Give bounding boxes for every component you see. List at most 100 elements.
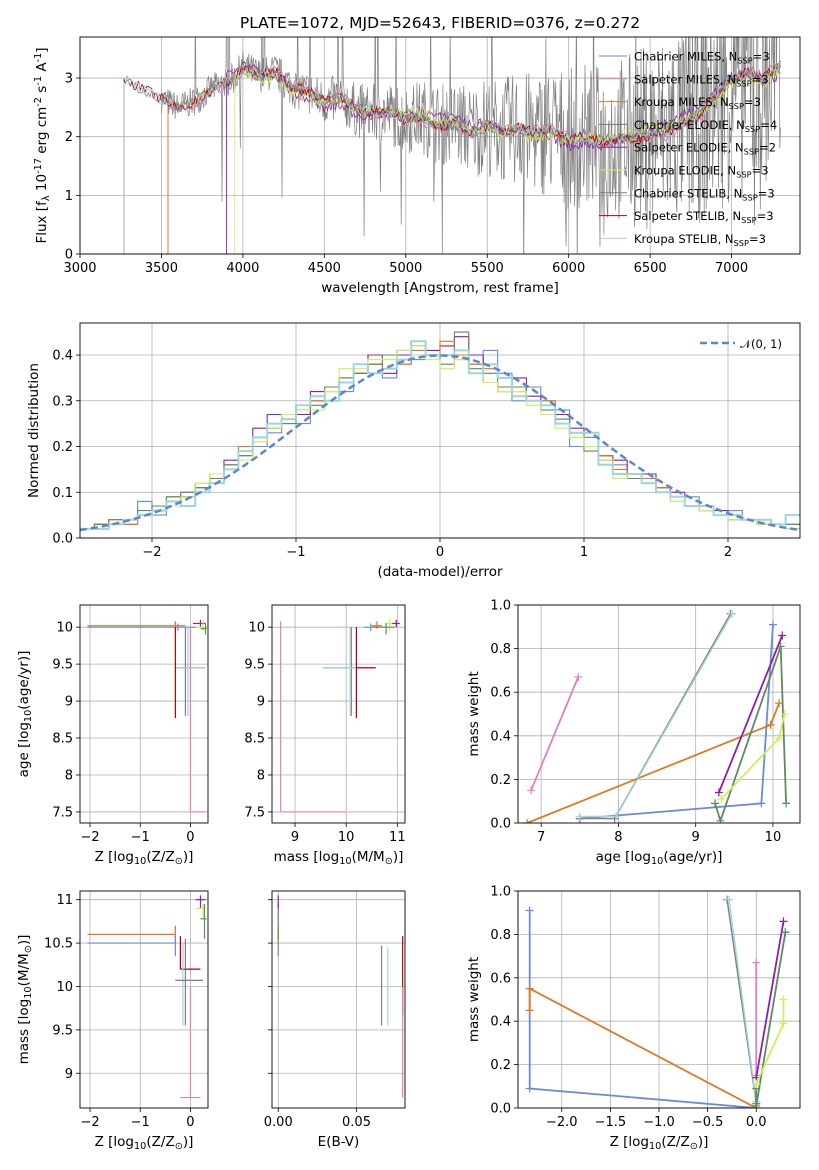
legend-label-chabrier_miles: Chabrier MILES, NSSP=3 (634, 50, 770, 66)
x-tick-label: 5000 (389, 261, 422, 276)
x-tick-label: 6500 (634, 261, 667, 276)
y-tick-label: 9 (257, 695, 265, 710)
mass_vs_Z-panel: −2 −1 0 9 9.5 10 10.5 11 Z [log10(Z/Z⊙)] mass [lo… (16, 890, 209, 1152)
axes-frame (517, 604, 801, 824)
legend-label-kroupa_miles: Kroupa MILES, NSSP=3 (634, 95, 761, 111)
x-tick-label: 0 (186, 830, 194, 845)
y-axis-label: age [log10(age/yr)] (16, 651, 34, 778)
errorbar-chabrier_elodie (200, 623, 207, 635)
x-axis-label: wavelength [Angstrom, rest frame] (321, 280, 559, 296)
weight-line-chabrier_miles (528, 910, 757, 1108)
weight_vs_age-panel: 7 8 9 10 0.0 0.2 0.4 0.6 0.8 1.0 age [log10(age/yr… (466, 599, 801, 867)
x-axis-label: mass [log10(M/M⊙)] (274, 849, 404, 867)
weight-marker-salpeter_miles (527, 786, 536, 795)
x-tick-label: 4000 (226, 261, 259, 276)
weight-marker-chabrier_elodie (782, 799, 791, 808)
weight-marker-salpeter_elodie (778, 631, 787, 640)
y-tick-label: 0.8 (490, 928, 511, 943)
x-axis-label: age [log10(age/yr)] (596, 849, 723, 867)
x-tick-label: 7 (537, 830, 545, 845)
y-tick-label: 7.5 (52, 805, 73, 820)
y-tick-label: 9 (65, 1067, 73, 1082)
y-tick-label: 7.5 (244, 805, 265, 820)
y-tick-label: 0.1 (52, 486, 73, 501)
weight-line-salpeter_elodie (755, 921, 785, 1078)
axes-frame (79, 890, 209, 1109)
y-tick-label: 0.6 (490, 971, 511, 986)
weight_vs_Z-panel: −2.0 −1.5 −1.0 −0.5 0.0 0.0 0.2 0.4 0.6 0.8 1.0 Z [… (466, 885, 801, 1152)
errorbar-salpeter_elodie (195, 895, 206, 909)
chart-title: PLATE=1072, MJD=52643, FIBERID=0376, z=0… (240, 14, 640, 32)
y-tick-label: 3 (65, 72, 73, 87)
y-axis-label: Flux [fλ 10-17 erg cm-2 s-1 A-1] (33, 47, 52, 243)
x-tick-label: 0.0 (746, 1115, 767, 1130)
x-tick-label: −2 (142, 545, 161, 560)
weight-marker-salpeter_miles (752, 958, 761, 967)
legend-label-gaussian: 𝒩(0, 1) (740, 337, 782, 351)
y-tick-label: 0.2 (52, 440, 73, 455)
y-tick-label: 0.0 (52, 532, 73, 547)
x-tick-label: 9 (291, 830, 299, 845)
y-tick-label: 1.0 (490, 885, 511, 900)
x-tick-label: 2 (724, 545, 732, 560)
x-axis-label: Z [log10(Z/Z⊙)] (610, 1134, 709, 1152)
model-spectrum-salpeter_elodie (226, 61, 781, 254)
weight-marker-chabrier_elodie (711, 799, 720, 808)
x-tick-label: 7000 (715, 261, 748, 276)
model-spectrum-kroupa_elodie (234, 67, 781, 254)
age_vs_mass-plot-area (280, 618, 400, 813)
x-tick-label: 4500 (308, 261, 341, 276)
errorbar-salpeter_stelib (179, 936, 201, 970)
y-tick-label: 0.4 (490, 1015, 511, 1030)
weight-marker-chabrier_miles (757, 799, 766, 808)
weight-marker-kroupa_stelib (725, 895, 734, 904)
x-axis-label: Z [log10(Z/Z⊙)] (95, 849, 194, 867)
weight-marker-salpeter_elodie (779, 917, 788, 926)
x-axis-label: Z [log10(Z/Z⊙)] (95, 1134, 194, 1152)
errorbar-salpeter_elodie (192, 619, 206, 628)
errorbar-salpeter_miles (280, 621, 347, 813)
weight-marker-chabrier_miles (525, 906, 534, 915)
axes-frame (517, 890, 801, 1109)
legend-label-kroupa_stelib: Kroupa STELIB, NSSP=3 (634, 232, 766, 248)
weight-marker-kroupa_elodie (779, 995, 788, 1004)
x-tick-label: 0.00 (264, 1115, 293, 1130)
y-tick-label: 10 (248, 621, 265, 636)
legend-label-kroupa_elodie: Kroupa ELODIE, NSSP=3 (634, 164, 769, 180)
y-tick-label: 0 (65, 248, 73, 263)
weight-marker-chabrier_miles (768, 620, 777, 629)
x-axis-label: (data-model)/error (377, 564, 503, 580)
weight-marker-kroupa_miles (525, 984, 534, 993)
x-tick-label: −0.5 (692, 1115, 724, 1130)
x-tick-label: −1 (131, 830, 150, 845)
weight-line-salpeter_elodie (718, 635, 784, 793)
y-tick-label: 2 (65, 130, 73, 145)
errorbar-salpeter_elodie (392, 619, 400, 628)
y-axis-label: mass [log10(M/M⊙)] (16, 935, 34, 1065)
errorbar-chabrier_stelib (323, 627, 375, 716)
y-axis-label: Normed distribution (26, 363, 42, 498)
weight-line-kroupa_elodie (755, 999, 785, 1085)
legend-label-salpeter_stelib: Salpeter STELIB, NSSP=3 (634, 209, 774, 225)
errorbar-kroupa_stelib (323, 627, 372, 716)
y-axis-label: mass weight (466, 671, 482, 756)
age_vs_Z-plot-area (87, 619, 207, 813)
x-tick-label: −2.0 (546, 1115, 578, 1130)
legend-label-chabrier_elodie: Chabrier ELODIE, NSSP=4 (634, 118, 777, 134)
y-tick-label: 0.6 (490, 686, 511, 701)
x-tick-label: 11 (389, 830, 406, 845)
residuals-plot-area (80, 331, 800, 532)
x-tick-label: 3500 (145, 261, 178, 276)
mass_vs_ebv-panel: 0.00 0.05 E(B-V) (264, 890, 406, 1150)
axes-frame (79, 36, 801, 255)
y-tick-label: 10 (56, 621, 73, 636)
x-tick-label: −1.0 (643, 1115, 675, 1130)
x-tick-label: 0.05 (342, 1115, 371, 1130)
weight-line-chabrier_stelib (579, 613, 732, 820)
errorbar-salpeter_miles (189, 627, 206, 813)
y-tick-label: 0.2 (490, 1058, 511, 1073)
y-tick-label: 9.5 (52, 1023, 73, 1038)
weight-marker-chabrier_elodie (716, 816, 725, 823)
errorbar-chabrier_miles (87, 936, 176, 957)
x-axis-label: E(B-V) (318, 1134, 360, 1150)
